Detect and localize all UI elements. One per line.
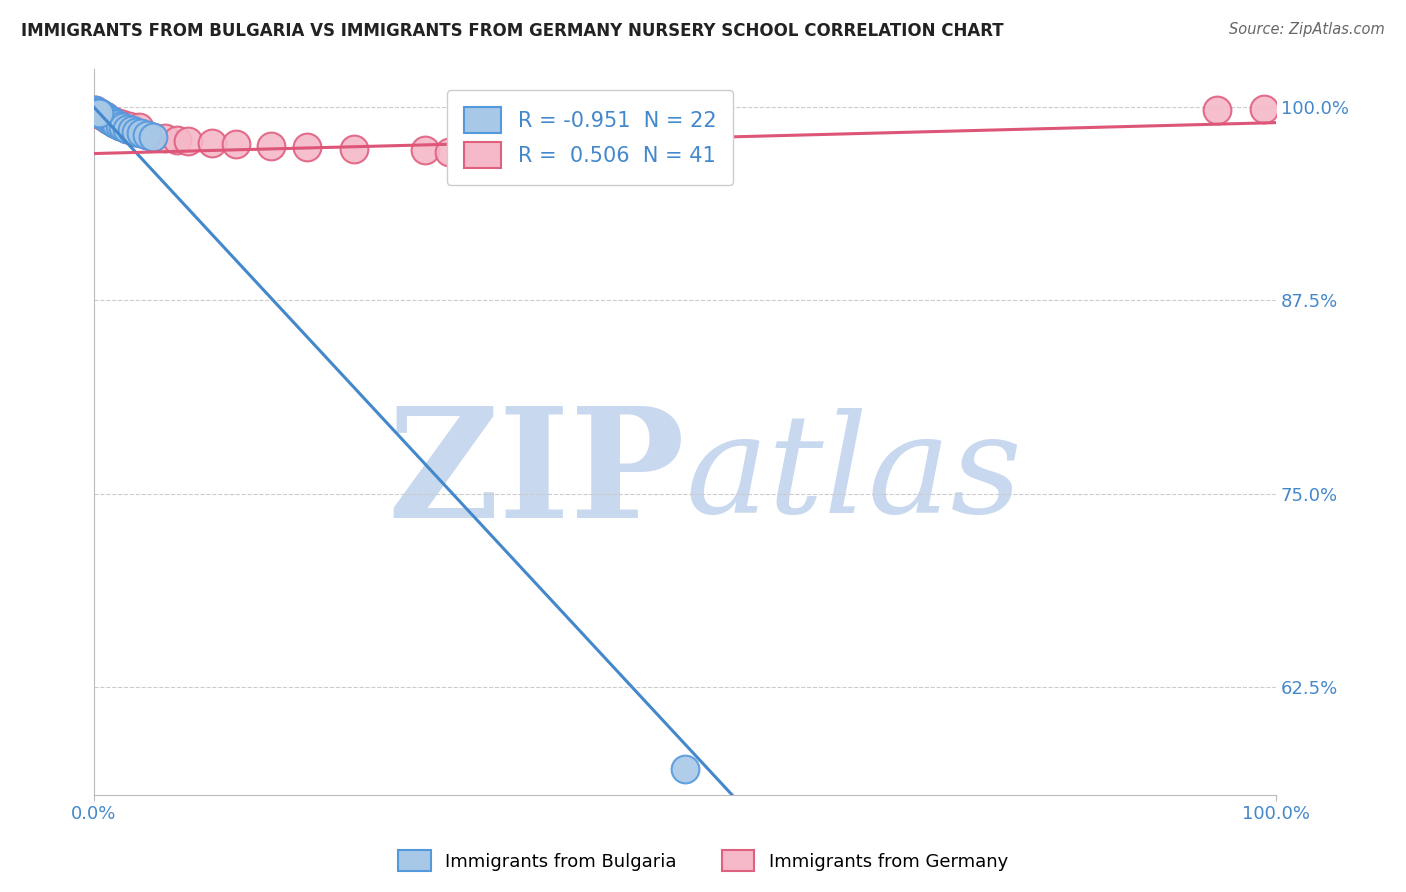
Point [93, 110, 115, 124]
Point [90, 108, 112, 122]
Point [673, 762, 696, 776]
Point [115, 121, 138, 136]
Point [121, 123, 143, 137]
Point [98, 112, 121, 127]
Text: atlas: atlas [685, 409, 1022, 542]
Point [103, 115, 125, 129]
Point [112, 120, 135, 135]
Point [295, 140, 318, 154]
Text: Source: ZipAtlas.com: Source: ZipAtlas.com [1229, 22, 1385, 37]
Point [112, 120, 135, 135]
Point [87, 106, 110, 120]
Point [91, 108, 114, 122]
Point [118, 119, 141, 133]
Point [91, 108, 114, 122]
Point [472, 146, 495, 161]
Legend: R = -0.951  N = 22, R =  0.506  N = 41: R = -0.951 N = 22, R = 0.506 N = 41 [447, 90, 734, 185]
Point [343, 142, 366, 156]
Point [96, 111, 118, 125]
Point [84, 104, 107, 119]
Point [105, 117, 128, 131]
Point [84, 103, 107, 118]
Point [142, 129, 165, 144]
Point [1253, 102, 1275, 116]
Point [136, 128, 159, 142]
Point [142, 129, 165, 144]
Point [100, 114, 122, 128]
Point [108, 119, 131, 133]
Legend: Immigrants from Bulgaria, Immigrants from Germany: Immigrants from Bulgaria, Immigrants fro… [391, 843, 1015, 879]
Point [125, 125, 148, 139]
Point [153, 131, 176, 145]
Point [125, 125, 148, 139]
Point [87, 106, 110, 120]
Point [128, 120, 150, 135]
Point [93, 110, 115, 124]
Point [84, 104, 107, 119]
Text: ZIP: ZIP [387, 401, 685, 549]
Point [86, 104, 108, 119]
Point [121, 123, 143, 137]
Point [177, 134, 200, 148]
Point [94, 111, 117, 125]
Point [1205, 103, 1227, 118]
Point [86, 104, 108, 119]
Point [103, 115, 125, 129]
Point [89, 106, 111, 120]
Point [201, 136, 224, 150]
Point [84, 103, 107, 118]
Point [93, 110, 115, 124]
Point [260, 138, 283, 153]
Point [107, 115, 129, 129]
Point [225, 137, 247, 152]
Point [115, 121, 138, 136]
Point [111, 117, 134, 131]
Text: IMMIGRANTS FROM BULGARIA VS IMMIGRANTS FROM GERMANY NURSERY SCHOOL CORRELATION C: IMMIGRANTS FROM BULGARIA VS IMMIGRANTS F… [21, 22, 1004, 40]
Point [129, 127, 152, 141]
Point [108, 119, 131, 133]
Point [166, 133, 188, 147]
Point [101, 114, 124, 128]
Point [98, 112, 121, 127]
Point [129, 127, 152, 141]
Point [437, 145, 460, 159]
Point [89, 106, 111, 120]
Point [96, 111, 118, 125]
Point [105, 117, 128, 131]
Point [100, 114, 122, 128]
Point [136, 128, 159, 142]
Point [413, 144, 436, 158]
